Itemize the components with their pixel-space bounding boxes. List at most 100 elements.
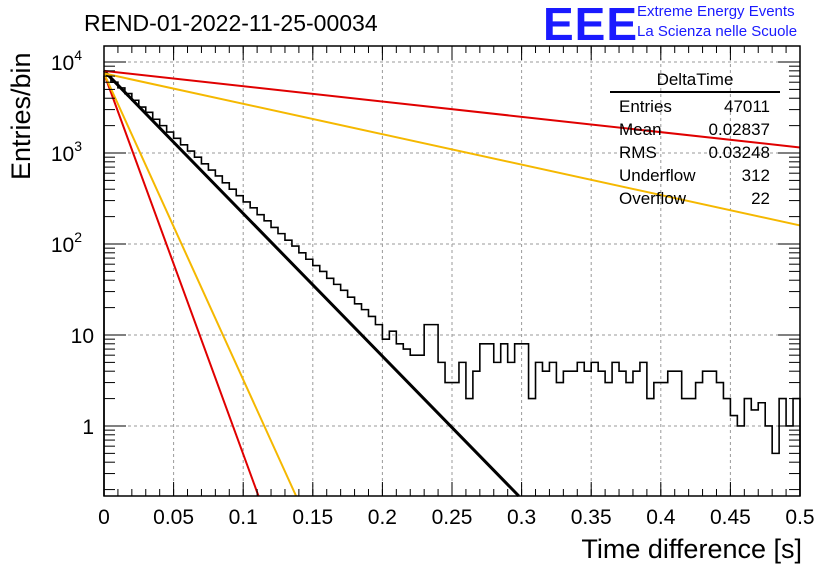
org-subtitle: La Scienza nelle Scuole bbox=[637, 23, 798, 40]
histogram-bin bbox=[793, 399, 800, 496]
histogram-bin bbox=[243, 202, 250, 496]
histogram-bin bbox=[229, 189, 236, 496]
fit-line bbox=[102, 69, 520, 498]
stats-title: DeltaTime bbox=[610, 70, 780, 93]
histogram-bin bbox=[689, 399, 696, 496]
histogram-bin bbox=[598, 371, 605, 496]
histogram-bin bbox=[577, 362, 584, 496]
histogram-bin bbox=[396, 344, 403, 496]
histogram-bin bbox=[751, 410, 758, 496]
histogram-bin bbox=[501, 344, 508, 496]
eee-logo: EEE bbox=[543, 0, 639, 50]
histogram-bin bbox=[111, 82, 118, 496]
histogram-bin bbox=[515, 344, 522, 496]
histogram-bin bbox=[542, 371, 549, 496]
histogram-bin bbox=[306, 259, 313, 496]
histogram-bin bbox=[772, 453, 779, 496]
histogram-bin bbox=[424, 325, 431, 496]
histogram-bin bbox=[696, 383, 703, 496]
x-tick-label: 0.15 bbox=[292, 506, 333, 529]
histogram-bin bbox=[786, 426, 793, 496]
histogram-bin bbox=[605, 383, 612, 496]
x-tick-label: 0.3 bbox=[507, 506, 536, 529]
y-tick-label: 102 bbox=[51, 229, 82, 257]
histogram-bin bbox=[334, 284, 341, 496]
histogram-bin bbox=[160, 126, 167, 496]
stats-label: Underflow bbox=[619, 166, 696, 185]
histogram-bin bbox=[654, 383, 661, 496]
histogram-bin bbox=[480, 344, 487, 496]
y-tick-label: 1 bbox=[82, 416, 94, 439]
stats-value: 312 bbox=[741, 166, 770, 185]
stats-row: Overflow 22 bbox=[610, 187, 780, 210]
histogram-bin bbox=[668, 371, 675, 496]
histogram-bin bbox=[626, 383, 633, 496]
histogram-bin bbox=[556, 383, 563, 496]
stats-label: RMS bbox=[619, 143, 657, 162]
x-tick-label: 0.25 bbox=[432, 506, 473, 529]
histogram-bin bbox=[584, 371, 591, 496]
y-axis-label: Entries/bin bbox=[6, 52, 36, 180]
histogram-bin bbox=[438, 362, 445, 496]
histogram-bin bbox=[104, 76, 111, 496]
histogram-bin bbox=[487, 344, 494, 496]
histogram-bin bbox=[703, 371, 710, 496]
fit-line bbox=[103, 72, 298, 497]
plot-title: REND-01-2022-11-25-00034 bbox=[84, 10, 378, 36]
histogram-bin bbox=[640, 362, 647, 496]
histogram-bin bbox=[508, 362, 515, 496]
histogram-bin bbox=[744, 399, 751, 496]
fit-line bbox=[103, 72, 801, 227]
x-tick-label: 0 bbox=[98, 506, 110, 529]
histogram-bin bbox=[779, 399, 786, 496]
histogram-bin bbox=[473, 371, 480, 496]
histogram-bin bbox=[737, 426, 744, 496]
histogram-outline bbox=[103, 75, 801, 496]
histogram-bin bbox=[320, 271, 327, 496]
histogram-bin bbox=[125, 94, 132, 496]
stats-box: DeltaTime Entries 47011 Mean 0.02837 RMS 0.… bbox=[610, 70, 780, 210]
histogram-bin bbox=[452, 383, 459, 496]
stats-row: Underflow 312 bbox=[610, 164, 780, 187]
histogram-bin bbox=[445, 383, 452, 496]
histogram-bin bbox=[563, 371, 570, 496]
histogram-bin bbox=[716, 383, 723, 496]
stats-row: Entries 47011 bbox=[610, 95, 780, 118]
x-tick-label: 0.45 bbox=[710, 506, 751, 529]
fit-line bbox=[103, 69, 801, 149]
histogram-bin bbox=[682, 399, 689, 496]
histogram-bin bbox=[765, 426, 772, 496]
stats-label: Overflow bbox=[619, 189, 687, 208]
stats-row: RMS 0.03248 bbox=[610, 141, 780, 164]
stats-label: Mean bbox=[619, 120, 662, 139]
histogram-bin bbox=[591, 362, 598, 496]
x-tick-label: 0.5 bbox=[785, 506, 814, 529]
histogram-bin bbox=[188, 151, 195, 496]
x-tick-label: 0.35 bbox=[571, 506, 612, 529]
histogram-bin bbox=[549, 362, 556, 496]
histogram-bin bbox=[619, 371, 626, 496]
y-tick-label: 103 bbox=[51, 138, 82, 166]
histogram-bin bbox=[570, 371, 577, 496]
histogram-bin bbox=[403, 349, 410, 496]
histogram-bin bbox=[389, 331, 396, 496]
histogram-bin bbox=[139, 107, 146, 496]
histogram-bin bbox=[758, 403, 765, 496]
stats-label: Entries bbox=[619, 97, 672, 116]
y-tick-label: 10 bbox=[71, 325, 94, 348]
histogram-bin bbox=[299, 253, 306, 496]
histogram-bin bbox=[174, 138, 181, 496]
histogram-bin bbox=[264, 221, 271, 496]
histogram-bin bbox=[710, 371, 717, 496]
histogram-bin bbox=[723, 399, 730, 496]
histogram-bin bbox=[292, 246, 299, 496]
stats-value: 22 bbox=[751, 189, 770, 208]
histogram-bin bbox=[257, 215, 264, 496]
histogram-bin bbox=[536, 362, 543, 496]
stats-value: 47011 bbox=[723, 97, 770, 116]
fit-line bbox=[103, 73, 260, 497]
histogram-bin bbox=[167, 132, 174, 496]
histogram-bin bbox=[118, 88, 125, 496]
histogram-bin bbox=[208, 170, 215, 496]
fit-curves bbox=[102, 69, 801, 498]
